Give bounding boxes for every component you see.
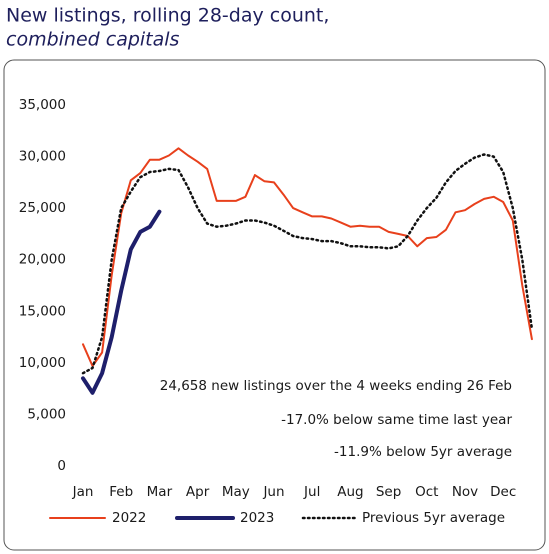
chart-subtitle: combined capitals	[6, 29, 180, 51]
series-line	[81, 209, 162, 395]
y-tick-label: 15,000	[19, 303, 66, 319]
y-tick-label: 10,000	[19, 355, 66, 371]
x-tick-label: May	[222, 484, 250, 500]
x-tick-label: Mar	[147, 484, 173, 500]
chart-frame	[3, 59, 546, 551]
y-tick-label: 5,000	[27, 406, 66, 422]
y-tick-label: 20,000	[19, 252, 66, 268]
y-tick-label: 0	[57, 458, 66, 474]
legend-label: 2023	[240, 510, 274, 526]
y-tick-label: 35,000	[19, 97, 66, 113]
x-tick-label: Feb	[109, 484, 133, 500]
y-tick-label: 30,000	[19, 149, 66, 165]
x-tick-label: Aug	[337, 484, 363, 500]
annotation: -17.0% below same time last year	[281, 412, 512, 428]
x-tick-label: Oct	[415, 484, 438, 500]
x-tick-label: Sep	[376, 484, 401, 500]
legend-label: 2022	[112, 510, 146, 526]
x-tick-label: Apr	[186, 484, 210, 500]
annotation: -11.9% below 5yr average	[334, 444, 512, 460]
annotation: 24,658 new listings over the 4 weeks end…	[160, 378, 512, 394]
x-tick-label: Nov	[452, 484, 478, 500]
series-line	[81, 153, 534, 375]
chart-title: New listings, rolling 28-day count,	[6, 5, 329, 27]
y-tick-label: 25,000	[19, 200, 66, 216]
x-tick-label: Jun	[262, 484, 284, 500]
legend-label: Previous 5yr average	[362, 510, 505, 526]
x-tick-label: Dec	[490, 484, 516, 500]
x-tick-label: Jan	[72, 484, 94, 500]
x-tick-label: Jul	[303, 484, 320, 500]
series-line	[82, 147, 533, 367]
